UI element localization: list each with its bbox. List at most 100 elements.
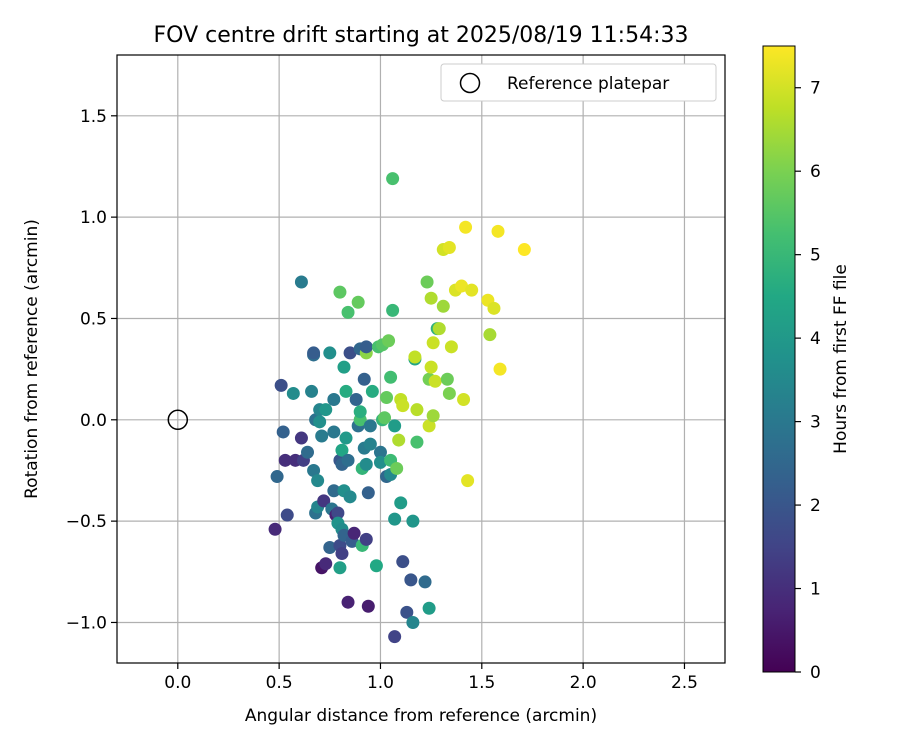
colorbar-tick-label: 0 (810, 663, 821, 683)
scatter-point (442, 386, 456, 400)
scatter-point (319, 557, 333, 571)
scatter-point (418, 575, 432, 589)
scatter-point (274, 378, 288, 392)
scatter-point (280, 508, 294, 522)
scatter-point (327, 393, 341, 407)
scatter-point (286, 386, 300, 400)
scatter-point (307, 463, 321, 477)
scatter-point (426, 336, 440, 350)
scatter-point (363, 419, 377, 433)
scatter-point (359, 532, 373, 546)
scatter-point (455, 279, 469, 293)
grid (117, 55, 725, 663)
scatter-point (331, 506, 345, 520)
scatter-point (307, 346, 321, 360)
reference-point (167, 409, 189, 431)
y-tick-label: 1.0 (80, 208, 107, 228)
scatter-point (424, 360, 438, 374)
y-tick-label: 0.0 (80, 411, 107, 431)
x-tick-label: 1.5 (468, 673, 495, 693)
scatter-point (459, 220, 473, 234)
scatter-point (388, 512, 402, 526)
scatter-point (317, 494, 331, 508)
scatter-point (396, 555, 410, 569)
colorbar-tick-label: 5 (810, 246, 821, 266)
scatter-point (406, 615, 420, 629)
scatter-point (400, 605, 414, 619)
scatter-points (268, 172, 531, 644)
scatter-point (311, 474, 325, 488)
scatter-point (341, 595, 355, 609)
x-tick-label: 1.0 (367, 673, 394, 693)
scatter-point (422, 601, 436, 615)
scatter-point (333, 561, 347, 575)
x-tick-label: 0.0 (164, 673, 191, 693)
scatter-point (422, 419, 436, 433)
scatter-point (294, 275, 308, 289)
y-tick-label: −0.5 (66, 512, 107, 532)
scatter-point (323, 540, 337, 554)
scatter-point (442, 241, 456, 255)
y-ticks: −1.0 −0.5 0.0 0.5 1.0 1.5 (66, 107, 117, 633)
scatter-point (394, 496, 408, 510)
scatter-point (276, 425, 290, 439)
scatter-point (436, 299, 450, 313)
scatter-point (359, 457, 373, 471)
scatter-point (457, 393, 471, 407)
scatter-point (487, 301, 501, 315)
scatter-point (388, 630, 402, 644)
colorbar-gradient (762, 45, 796, 673)
scatter-point (323, 346, 337, 360)
x-axis-label: Angular distance from reference (arcmin) (245, 706, 597, 726)
scatter-point (426, 409, 440, 423)
colorbar-tick-label: 3 (810, 413, 821, 433)
scatter-point (384, 370, 398, 384)
reference-marker (167, 409, 189, 431)
scatter-point (357, 372, 371, 386)
scatter-point (428, 374, 442, 388)
scatter-point (365, 384, 379, 398)
scatter-point (294, 431, 308, 445)
legend: Reference platepar (440, 63, 717, 102)
scatter-point (424, 291, 438, 305)
scatter-point (380, 391, 394, 405)
colorbar-tick-label: 7 (810, 79, 821, 99)
scatter-point (341, 305, 355, 319)
scatter-point (420, 275, 434, 289)
scatter-point (369, 559, 383, 573)
scatter-point (343, 346, 357, 360)
legend-marker-icon (459, 72, 481, 94)
scatter-point (347, 526, 361, 540)
colorbar-ticks: 0 1 2 3 4 5 6 7 (795, 79, 821, 683)
scatter-point (386, 303, 400, 317)
scatter-point (301, 445, 315, 459)
colorbar: 0 1 2 3 4 5 6 7 Hours from first FF file (762, 45, 851, 683)
scatter-point (461, 474, 475, 488)
x-ticks: 0.0 0.5 1.0 1.5 2.0 2.5 (164, 663, 698, 693)
scatter-point (351, 295, 365, 309)
scatter-point (268, 522, 282, 536)
scatter-point (335, 443, 349, 457)
scatter-point (444, 340, 458, 354)
colorbar-tick-label: 2 (810, 496, 821, 516)
scatter-point (319, 403, 333, 417)
scatter-point (378, 411, 392, 425)
scatter-point (432, 322, 446, 336)
scatter-point (353, 405, 367, 419)
scatter-point (361, 599, 375, 613)
scatter-point (349, 393, 363, 407)
colorbar-tick-label: 6 (810, 162, 821, 182)
scatter-point (335, 547, 349, 561)
legend-label: Reference platepar (507, 74, 669, 94)
x-tick-label: 2.5 (671, 673, 698, 693)
scatter-point (361, 486, 375, 500)
y-tick-label: 1.5 (80, 107, 107, 127)
scatter-point (359, 340, 373, 354)
scatter-point (493, 362, 507, 376)
scatter-point (305, 384, 319, 398)
scatter-point (406, 514, 420, 528)
y-tick-label: −1.0 (66, 613, 107, 633)
scatter-point (315, 429, 329, 443)
colorbar-tick-label: 4 (810, 329, 821, 349)
